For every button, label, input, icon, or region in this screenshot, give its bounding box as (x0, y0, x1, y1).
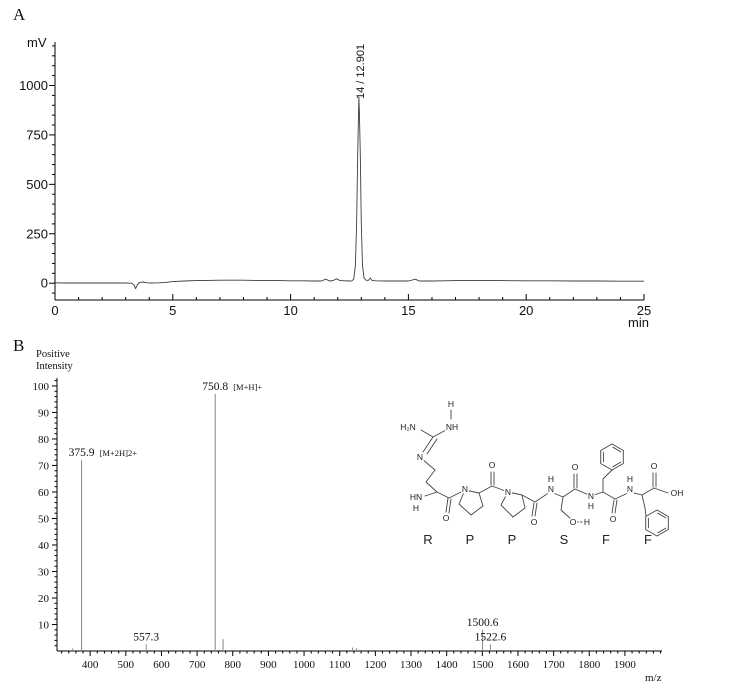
atom-label: O (531, 517, 538, 527)
residue-letter: S (560, 532, 569, 547)
atom-label: O (443, 513, 450, 523)
b-x-tick-label: 1500 (471, 659, 494, 671)
b-y-tick-label: 50 (38, 513, 50, 525)
b-x-tick-label: 900 (260, 659, 277, 671)
atom-label: H (448, 399, 454, 409)
a-y-tick-label: 0 (41, 276, 48, 291)
atom-label: OH (671, 488, 684, 498)
ms-peak-label: 750.8 (202, 381, 228, 393)
residue-letter: R (423, 532, 432, 547)
atom-label: N (505, 487, 511, 497)
atom-label: O (651, 461, 658, 471)
a-x-tick-label: 15 (401, 303, 415, 318)
b-y-tick-label: 10 (38, 619, 50, 631)
b-x-tick-label: 400 (82, 659, 99, 671)
residue-letter: F (602, 532, 610, 547)
ms-peak-label: 375.9 (69, 447, 95, 459)
a-x-tick-label: 10 (283, 303, 297, 318)
a-x-tick-label: 5 (169, 303, 176, 318)
a-x-tick-label: 25 (637, 303, 651, 318)
atom-label: HN (410, 492, 422, 502)
ms-peak-annotation: [M+H]+ (233, 382, 262, 392)
proline-ring-2 (500, 491, 526, 518)
b-y-tick-label: 70 (38, 460, 50, 472)
peptide-structure: H H₂N NH N HN H O N O N O H N O O H N H … (399, 398, 685, 548)
atom-label: N (627, 484, 633, 494)
panel-b-label: B (13, 336, 25, 355)
atom-label: O (572, 462, 579, 472)
a-y-tick-label: 500 (26, 177, 48, 192)
panel-a-x-unit: min (628, 315, 649, 330)
b-x-tick-label: 1600 (507, 659, 530, 671)
b-x-tick-label: 1300 (400, 659, 423, 671)
phenyl-ring-1 (600, 443, 624, 471)
residue-letter: P (466, 532, 475, 547)
b-y-tick-label: 20 (38, 593, 50, 605)
atom-label: O (610, 514, 617, 524)
structure-bonds (420, 409, 669, 520)
atom-label: NH (446, 422, 458, 432)
panel-b-y-label-line1: Positive (36, 349, 70, 360)
atom-label: H (413, 503, 419, 513)
b-y-tick-label: 90 (38, 407, 50, 419)
b-x-tick-label: 800 (225, 659, 242, 671)
ms-peak-label: 1522.6 (475, 631, 507, 643)
proline-ring-1 (458, 489, 484, 516)
b-y-tick-label: 30 (38, 566, 50, 578)
panel-b-x-label: m/z (645, 672, 662, 684)
b-y-tick-label: 100 (33, 381, 50, 393)
b-y-tick-label: 80 (38, 434, 50, 446)
panel-a-peak-annotation: 14 / 12.901 (355, 44, 367, 99)
b-x-tick-label: 700 (189, 659, 206, 671)
panel-a-label: A (13, 5, 26, 24)
a-x-tick-label: 20 (519, 303, 533, 318)
atom-label: N (462, 484, 468, 494)
b-y-tick-label: 40 (38, 540, 50, 552)
atom-label: O (489, 460, 496, 470)
a-x-tick-label: 0 (51, 303, 58, 318)
phenyl-ring-2 (645, 509, 669, 537)
b-y-tick-label: 60 (38, 487, 50, 499)
b-x-tick-label: 1100 (329, 659, 351, 671)
ms-peak-annotation: [M+2H]2+ (100, 448, 138, 458)
panel-a-chart: 0 250 500 750 1000 0 5 10 15 20 25 (19, 42, 651, 318)
atom-label: N (548, 484, 554, 494)
b-x-tick-label: 1400 (436, 659, 459, 671)
atom-label: H (548, 474, 554, 484)
hplc-trace (54, 96, 644, 290)
phenyl-ring-2-double-bonds (647, 512, 667, 534)
panel-b-chart: 10 20 30 40 50 60 70 80 90 100 400 500 600 700 800 900 1… (33, 378, 662, 671)
a-y-tick-label: 1000 (19, 78, 48, 93)
atom-label: H (584, 517, 590, 527)
b-x-tick-label: 1000 (293, 659, 316, 671)
ms-peak-label: 557.3 (133, 631, 159, 643)
b-x-tick-label: 500 (118, 659, 135, 671)
atom-label: N (417, 452, 423, 462)
ms-peak-label: 1500.6 (467, 617, 499, 629)
phenyl-ring-1-double-bonds (602, 446, 622, 468)
atom-label: H₂N (400, 422, 416, 432)
b-x-tick-label: 1800 (578, 659, 601, 671)
a-y-tick-label: 250 (26, 226, 48, 241)
panel-a-y-unit: mV (27, 35, 47, 50)
b-x-tick-label: 1900 (614, 659, 637, 671)
atom-label: H (588, 501, 594, 511)
panel-b-y-label-line2: Intensity (36, 361, 73, 372)
residue-letter: P (508, 532, 517, 547)
residue-letter: F (644, 532, 652, 547)
b-x-tick-label: 600 (153, 659, 170, 671)
a-y-tick-label: 750 (26, 127, 48, 142)
atom-label: O (570, 517, 577, 527)
b-x-tick-label: 1200 (364, 659, 387, 671)
b-x-tick-label: 1700 (543, 659, 566, 671)
atom-label: N (588, 491, 594, 501)
atom-label: H (627, 474, 633, 484)
